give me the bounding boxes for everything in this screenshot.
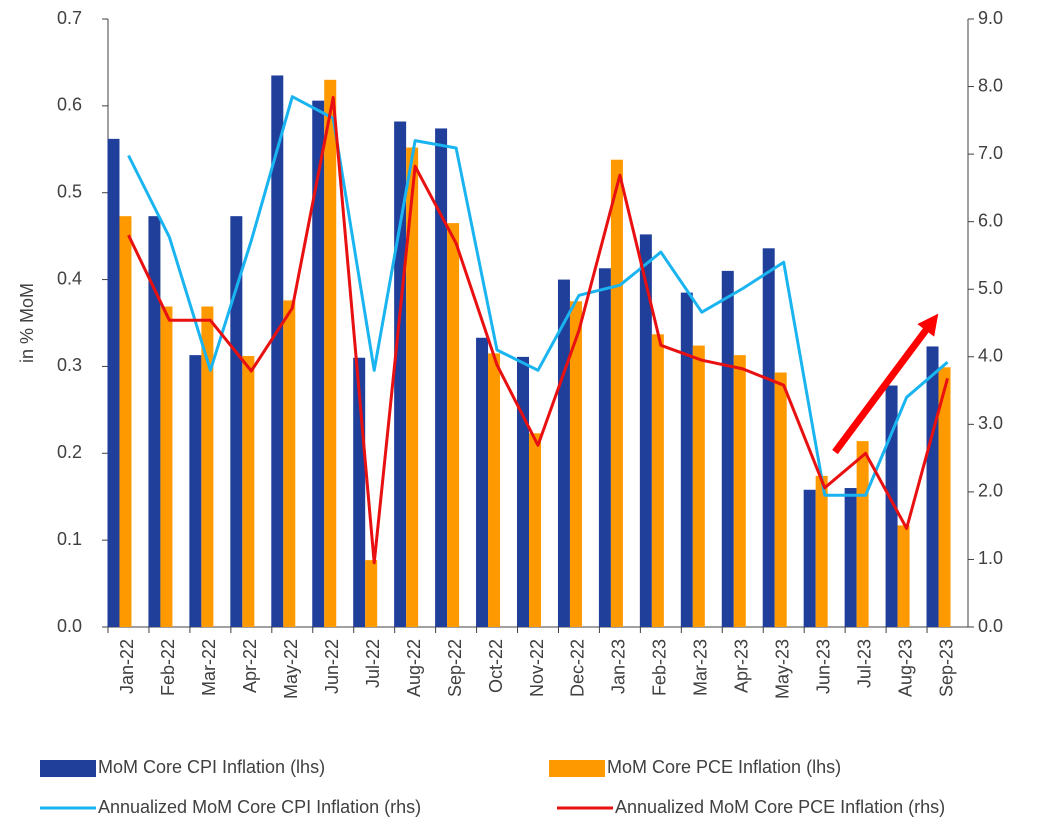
y2-tick-label: 5.0 (978, 278, 1003, 298)
bar (762, 248, 775, 627)
bar (476, 337, 489, 627)
y-tick-label: 0.4 (57, 268, 82, 288)
y-tick-label: 0.5 (57, 181, 82, 201)
y2-tick-label: 6.0 (978, 210, 1003, 230)
x-tick-label: Jul-22 (363, 639, 383, 688)
bar (435, 128, 448, 627)
x-tick-label: Feb-23 (650, 639, 670, 696)
x-tick-label: Jun-22 (322, 639, 342, 694)
bar (680, 292, 693, 627)
bar (938, 367, 951, 627)
bar (119, 216, 132, 627)
bar (447, 223, 460, 627)
legend-swatch (40, 760, 96, 777)
legend-label: Annualized MoM Core PCE Inflation (rhs) (615, 797, 945, 817)
bar (324, 79, 337, 628)
x-tick-label: Aug-23 (895, 639, 915, 697)
bar (517, 356, 529, 627)
bar (926, 346, 939, 627)
x-tick-label: Dec-22 (568, 639, 588, 697)
y2-tick-label: 7.0 (978, 143, 1003, 163)
y2-tick-label: 9.0 (978, 8, 1003, 28)
bar (107, 138, 120, 627)
y-axis-label: in % MoM (17, 283, 37, 363)
bar (569, 301, 582, 627)
bar (488, 353, 501, 627)
legend-label: Annualized MoM Core CPI Inflation (rhs) (98, 797, 421, 817)
x-tick-label: Apr-22 (240, 639, 260, 693)
y2-tick-label: 3.0 (978, 413, 1003, 433)
x-tick-label: Mar-23 (691, 639, 711, 696)
bar (733, 355, 746, 627)
bar (201, 306, 214, 627)
y2-tick-label: 2.0 (978, 481, 1003, 501)
bar (856, 441, 869, 627)
bar (406, 147, 419, 627)
y-tick-label: 0.0 (57, 616, 82, 636)
y2-tick-label: 4.0 (978, 346, 1003, 366)
bar (365, 560, 378, 627)
x-tick-label: Jan-23 (609, 639, 629, 694)
x-tick-label: Oct-22 (486, 639, 506, 693)
x-tick-label: May-22 (281, 639, 301, 699)
x-tick-label: Sep-23 (936, 639, 956, 697)
bar (598, 268, 611, 627)
bar (312, 100, 325, 628)
bar (189, 355, 202, 627)
x-tick-label: Jul-23 (854, 639, 874, 688)
y2-tick-label: 1.0 (978, 548, 1003, 568)
bar (885, 385, 898, 627)
y-tick-label: 0.7 (57, 8, 82, 28)
bar (610, 159, 623, 628)
legend-label: MoM Core PCE Inflation (lhs) (607, 757, 841, 777)
x-tick-label: Feb-22 (158, 639, 178, 696)
y-tick-label: 0.1 (57, 529, 82, 549)
x-tick-label: Jan-22 (117, 639, 137, 694)
bar (815, 475, 828, 627)
y-tick-label: 0.3 (57, 355, 82, 375)
bar (721, 270, 734, 627)
bar (639, 234, 652, 628)
bar (803, 489, 816, 627)
legend-label: MoM Core CPI Inflation (lhs) (98, 757, 325, 777)
bar (529, 433, 541, 627)
bar (774, 372, 787, 627)
y-tick-label: 0.6 (57, 95, 82, 115)
legend-swatch (549, 760, 605, 777)
bar (230, 216, 243, 627)
x-tick-label: Jun-23 (813, 639, 833, 694)
y2-tick-label: 0.0 (978, 616, 1003, 636)
x-tick-label: May-23 (772, 639, 792, 699)
bar (844, 488, 857, 627)
bar (897, 525, 910, 627)
x-tick-label: Apr-23 (732, 639, 752, 693)
bar (160, 306, 173, 627)
x-tick-label: Aug-22 (404, 639, 424, 697)
bar (651, 334, 664, 627)
bar (242, 356, 255, 627)
bar (692, 345, 705, 627)
bar (271, 75, 284, 627)
bar (283, 300, 296, 627)
trend-arrow (832, 313, 939, 455)
x-tick-label: Nov-22 (527, 639, 547, 697)
bar (148, 216, 161, 627)
line (127, 95, 949, 565)
y-tick-label: 0.2 (57, 442, 82, 462)
line (127, 95, 949, 497)
y2-tick-label: 8.0 (978, 75, 1003, 95)
x-tick-label: Mar-22 (199, 639, 219, 696)
x-tick-label: Sep-22 (445, 639, 465, 697)
